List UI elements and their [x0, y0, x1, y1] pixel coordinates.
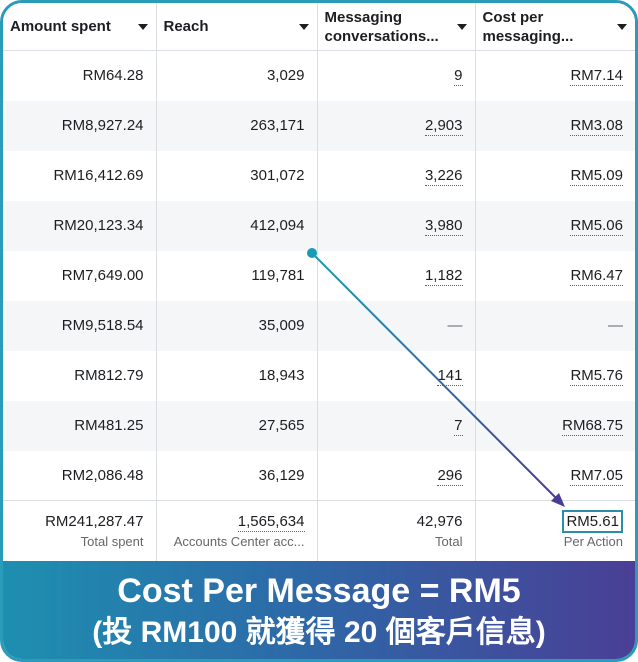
messaging-conversations-link[interactable]: 296	[437, 466, 463, 486]
cost-per-messaging-link[interactable]: RM5.06	[570, 217, 623, 236]
ads-results-table: Amount spent Reach Messaging conversatio…	[3, 3, 635, 561]
reach-cell: 35,009	[156, 300, 318, 351]
amount-spent-cell: RM7,649.00	[3, 250, 157, 301]
total-spent-label: Total spent	[80, 534, 144, 549]
messaging-conversations-link[interactable]: 141	[437, 367, 463, 386]
amount-spent-cell: RM16,412.69	[3, 150, 157, 201]
total-reach-label: Accounts Center acc...	[173, 534, 305, 549]
column-header-cost-per-messaging[interactable]: Cost per messaging...	[475, 3, 635, 51]
cost-per-messaging-cell: RM68.75	[475, 400, 635, 451]
column-header-amount-spent[interactable]: Amount spent	[3, 3, 157, 51]
table-row: RM481.25 27,565 7 RM68.75	[3, 400, 635, 451]
reach-cell: 18,943	[156, 350, 318, 401]
reach-cell: 36,129	[156, 450, 318, 501]
total-conversations-label: Total	[435, 534, 463, 549]
total-conversations-cell: 42,976 Total	[317, 500, 476, 561]
column-header-label: Messaging conversations...	[324, 8, 439, 45]
cost-per-messaging-cell: RM5.76	[475, 351, 635, 401]
amount-spent-cell: RM8,927.24	[3, 100, 157, 151]
messaging-conversations-cell: 1,182	[317, 250, 476, 301]
total-spent-cell: RM241,287.47 Total spent	[3, 500, 157, 561]
messaging-conversations-cell: —	[317, 300, 476, 351]
table-row: RM20,123.34 412,094 3,980 RM5.06	[3, 200, 635, 251]
cost-per-messaging-cell: RM7.05	[475, 451, 635, 501]
cost-per-messaging-link[interactable]: RM7.14	[570, 67, 623, 87]
total-conversations-value: 42,976	[416, 513, 463, 530]
table-row: RM7,649.00 119,781 1,182 RM6.47	[3, 250, 635, 301]
reach-cell: 263,171	[156, 100, 318, 151]
total-reach-link[interactable]: 1,565,634	[237, 513, 305, 532]
amount-spent-cell: RM481.25	[3, 400, 157, 451]
caret-down-icon[interactable]	[456, 23, 467, 30]
amount-spent-cell: RM9,518.54	[3, 300, 157, 351]
cost-per-messaging-cell: RM6.47	[475, 251, 635, 301]
cost-per-messaging-cell: RM3.08	[475, 100, 635, 151]
messaging-conversations-link[interactable]: 1,182	[424, 267, 463, 286]
table-row: RM9,518.54 35,009 — —	[3, 300, 635, 351]
reach-cell: 3,029	[156, 50, 318, 101]
amount-spent-cell: RM20,123.34	[3, 200, 157, 251]
messaging-conversations-link[interactable]: 9	[454, 67, 463, 87]
table-row: RM64.28 3,029 9 RM7.14	[3, 50, 635, 101]
messaging-conversations-cell: 296	[317, 450, 476, 501]
column-header-reach[interactable]: Reach	[156, 3, 318, 51]
cost-per-messaging-cell: RM7.14	[475, 51, 635, 101]
messaging-conversations-link[interactable]: 3,980	[424, 217, 463, 236]
amount-spent-cell: RM64.28	[3, 50, 157, 101]
cost-per-messaging-link[interactable]: RM5.76	[570, 367, 623, 386]
cost-per-messaging-cell: —	[475, 300, 635, 351]
caption-banner: Cost Per Message = RM5 (投 RM100 就獲得 20 個…	[3, 561, 635, 659]
cost-per-messaging-link[interactable]: RM5.09	[570, 167, 623, 186]
caption-line-2: (投 RM100 就獲得 20 個客戶信息)	[92, 616, 546, 649]
column-header-label: Reach	[163, 18, 209, 35]
total-reach-cell: 1,565,634 Accounts Center acc...	[156, 500, 318, 561]
cost-per-messaging-cell: RM5.09	[475, 151, 635, 201]
column-header-messaging-conversations[interactable]: Messaging conversations...	[317, 3, 476, 51]
caret-down-icon[interactable]	[298, 23, 309, 30]
caret-down-icon[interactable]	[137, 23, 148, 30]
messaging-conversations-cell: 3,980	[317, 200, 476, 251]
table-row: RM16,412.69 301,072 3,226 RM5.09	[3, 150, 635, 201]
table-row: RM2,086.48 36,129 296 RM7.05	[3, 450, 635, 501]
cost-per-messaging-link[interactable]: RM6.47	[570, 267, 623, 286]
cost-per-messaging-link[interactable]: RM7.05	[570, 466, 623, 486]
messaging-conversations-link[interactable]: 3,226	[424, 167, 463, 186]
messaging-conversations-link[interactable]: 2,903	[424, 117, 463, 136]
messaging-conversations-cell: 141	[317, 350, 476, 401]
total-cost-label: Per Action	[563, 534, 623, 549]
messaging-conversations-cell: 7	[317, 400, 476, 451]
cost-per-messaging-link[interactable]: RM68.75	[562, 417, 623, 436]
messaging-conversations-cell: 9	[317, 50, 476, 101]
amount-spent-cell: RM2,086.48	[3, 450, 157, 501]
total-cost-cell: RM5.61 Per Action	[475, 500, 635, 561]
reach-cell: 301,072	[156, 150, 318, 201]
reach-cell: 27,565	[156, 400, 318, 451]
messaging-conversations-cell: 3,226	[317, 150, 476, 201]
table-row: RM8,927.24 263,171 2,903 RM3.08	[3, 100, 635, 151]
column-header-label: Amount spent	[10, 18, 111, 35]
messaging-conversations-cell: 2,903	[317, 100, 476, 151]
table-header-row: Amount spent Reach Messaging conversatio…	[3, 3, 635, 51]
total-spent-value: RM241,287.47	[45, 513, 144, 530]
amount-spent-cell: RM812.79	[3, 350, 157, 401]
reach-cell: 119,781	[156, 250, 318, 301]
reach-cell: 412,094	[156, 200, 318, 251]
column-header-label: Cost per messaging...	[482, 8, 574, 45]
caption-line-1: Cost Per Message = RM5	[117, 572, 521, 610]
messaging-conversations-link[interactable]: 7	[454, 417, 463, 436]
cost-per-messaging-cell: RM5.06	[475, 200, 635, 251]
cost-per-messaging-link[interactable]: RM3.08	[570, 117, 623, 136]
total-cost-highlighted-value[interactable]: RM5.61	[562, 510, 623, 533]
caret-down-icon[interactable]	[617, 23, 627, 30]
totals-row: RM241,287.47 Total spent 1,565,634 Accou…	[3, 500, 635, 561]
table-row: RM812.79 18,943 141 RM5.76	[3, 350, 635, 401]
